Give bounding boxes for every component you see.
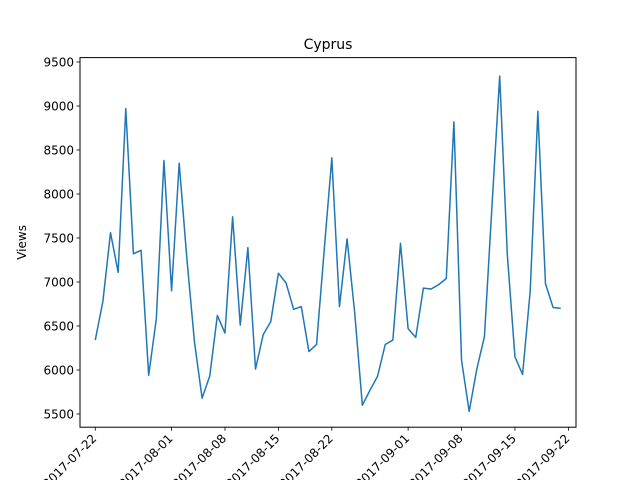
plot-area (80, 57, 576, 428)
series-layer (94, 75, 561, 413)
y-tick-label: 6000 (43, 363, 74, 377)
y-tick-label: 7000 (43, 275, 74, 289)
plot-frame (79, 57, 577, 428)
chart-title: Cyprus (304, 37, 353, 53)
y-axis-label: Views (15, 225, 29, 260)
y-tick-label: 7500 (43, 231, 74, 245)
y-tick-label: 6500 (43, 319, 74, 333)
y-tick-label: 8500 (43, 143, 74, 157)
series-line (94, 75, 561, 413)
y-tick-label: 9000 (43, 99, 74, 113)
y-tick-label: 9500 (43, 55, 74, 69)
y-axis: 5500 6000 6500 7000 7500 8000 8500 9000 9500 (43, 55, 80, 421)
y-tick-label: 5500 (43, 407, 74, 421)
y-tick-label: 8000 (43, 187, 74, 201)
